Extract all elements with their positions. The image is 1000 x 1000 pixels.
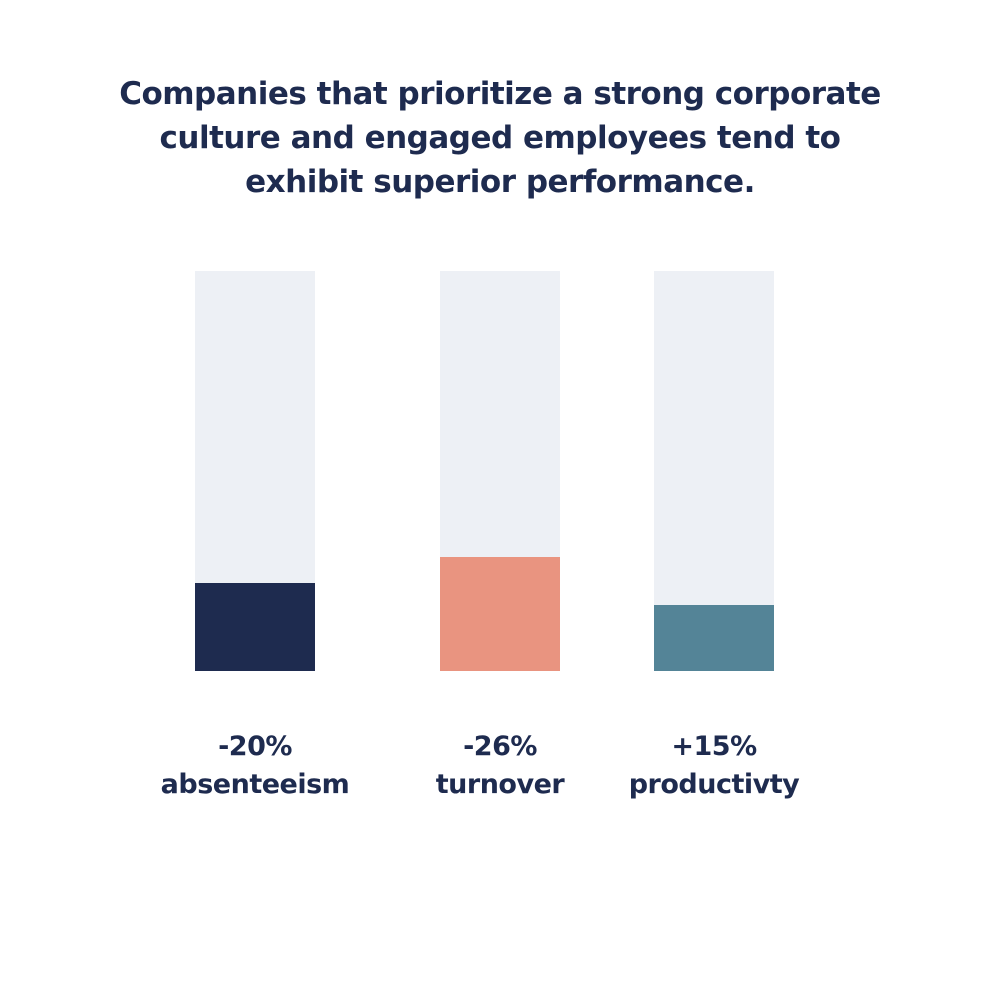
bar-track-turnover xyxy=(440,271,560,671)
bar-turnover xyxy=(440,556,560,671)
category-label: turnover xyxy=(435,769,565,800)
bar-productivty xyxy=(654,605,774,671)
category-label: productivty xyxy=(628,769,800,800)
bar-track-productivty xyxy=(654,271,774,671)
bar-label-turnover: -26% turnover xyxy=(380,728,620,804)
chart-title: Companies that prioritize a strong corpo… xyxy=(119,76,881,200)
value-label: -26% xyxy=(463,731,537,762)
value-label: -20% xyxy=(218,731,292,762)
value-label: +15% xyxy=(671,731,757,762)
bar-track-absenteeism xyxy=(195,271,315,671)
bar-label-productivty: +15% productivty xyxy=(594,728,834,804)
bar-label-absenteeism: -20% absenteeism xyxy=(135,728,375,804)
bar-absenteeism xyxy=(195,583,315,671)
category-label: absenteeism xyxy=(160,769,350,800)
